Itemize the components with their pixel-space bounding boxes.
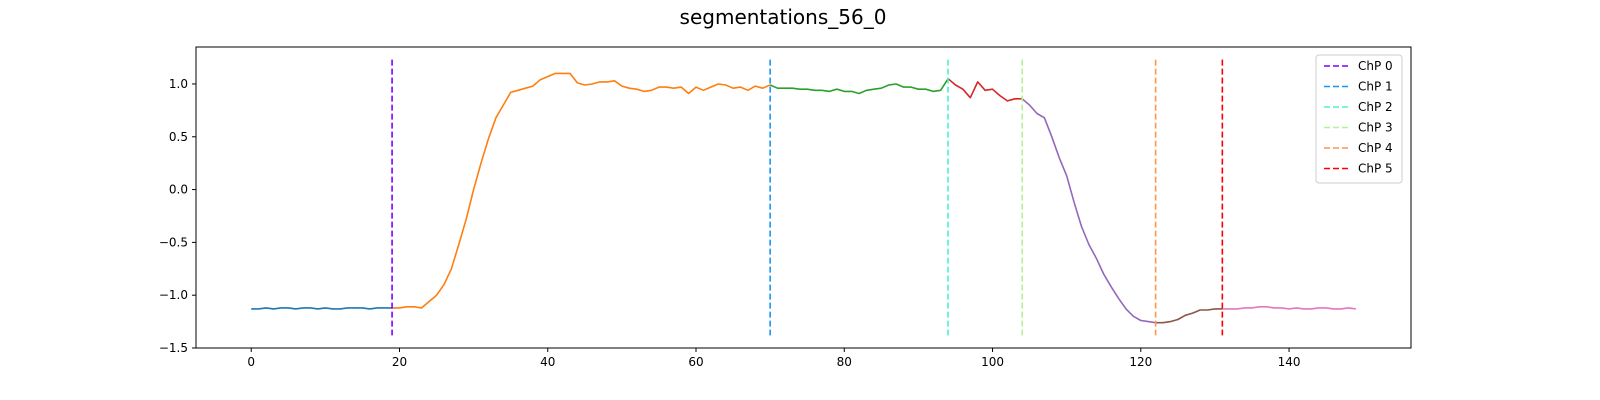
y-tick-label: 0.5 — [169, 130, 188, 144]
legend-label: ChP 2 — [1358, 100, 1393, 114]
x-tick-label: 100 — [981, 355, 1004, 369]
y-axis: −1.5 −1.0 −0.5 0.0 0.5 1.0 — [159, 77, 196, 355]
series-segment-5 — [1155, 308, 1223, 324]
series-segment-0 — [251, 307, 393, 310]
x-tick-label: 60 — [688, 355, 703, 369]
x-tick-label: 0 — [247, 355, 255, 369]
series-segment-6 — [1222, 305, 1356, 310]
changepoint-layer — [391, 59, 1224, 336]
plot-area-frame — [195, 46, 1412, 349]
series-segment-1 — [392, 72, 771, 309]
series-segment-4 — [1021, 98, 1156, 324]
series-segment-3 — [947, 78, 1023, 102]
y-tick-label: −1.0 — [159, 288, 188, 302]
series-layer — [251, 72, 1356, 324]
legend-label: ChP 1 — [1358, 80, 1393, 94]
series-segment-2 — [769, 78, 949, 95]
x-tick-label: 40 — [540, 355, 555, 369]
y-tick-label: 1.0 — [169, 77, 188, 91]
chart-title: segmentations_56_0 — [680, 5, 887, 29]
legend: ChP 0 ChP 1 ChP 2 ChP 3 ChP 4 ChP 5 — [1315, 54, 1403, 184]
legend-label: ChP 3 — [1358, 121, 1393, 135]
legend-label: ChP 4 — [1358, 141, 1393, 155]
x-tick-label: 20 — [392, 355, 407, 369]
x-tick-label: 120 — [1129, 355, 1152, 369]
y-tick-label: 0.0 — [169, 183, 188, 197]
x-tick-label: 140 — [1278, 355, 1301, 369]
x-tick-label: 80 — [837, 355, 852, 369]
legend-label: ChP 5 — [1358, 162, 1393, 176]
y-tick-label: −1.5 — [159, 341, 188, 355]
legend-label: ChP 0 — [1358, 59, 1393, 73]
y-tick-label: −0.5 — [159, 235, 188, 249]
x-axis: 0 20 40 60 80 100 120 140 — [247, 348, 1301, 369]
